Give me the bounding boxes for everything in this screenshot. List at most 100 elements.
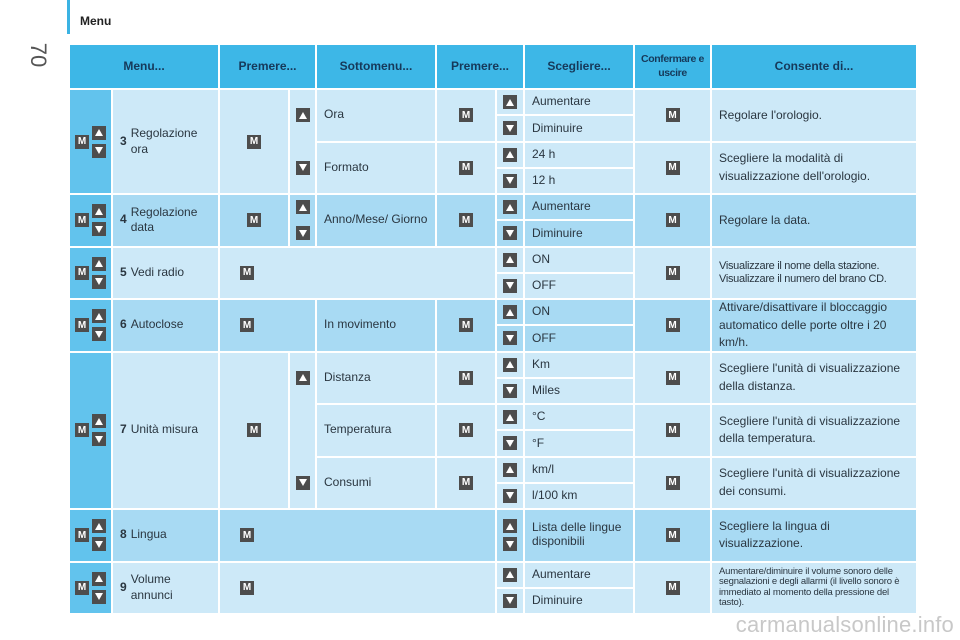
menu-item: 4 Regolazione data — [113, 195, 218, 246]
option: Diminuire — [525, 116, 633, 141]
menu-buttons: M — [70, 247, 111, 298]
down-button — [92, 274, 106, 289]
m-button: M — [665, 265, 680, 280]
up-button — [295, 200, 310, 215]
down-button — [503, 593, 517, 608]
option: OFF — [525, 273, 633, 298]
menu-label: Autoclose — [130, 317, 184, 332]
arrow-cell — [290, 195, 315, 219]
press-cell: M — [437, 457, 495, 508]
menu-item: 3 Regolazione ora — [113, 90, 218, 193]
down-button — [92, 222, 106, 237]
submenu-arrows — [290, 90, 315, 193]
menu-item: 9 Volume annunci — [113, 562, 218, 613]
m-button: M — [75, 265, 89, 280]
press-cell: M — [437, 195, 495, 246]
option: ON — [525, 300, 633, 325]
arrow-buttons — [92, 414, 106, 447]
confirm-cell: M — [635, 300, 710, 351]
menu-item: 6 Autoclose — [113, 300, 218, 351]
menu-number: 4 — [120, 212, 127, 227]
menu-item: 5 Vedi radio — [113, 247, 218, 298]
option: Aumentare — [525, 562, 633, 587]
down-button — [295, 226, 310, 241]
down-button — [503, 488, 517, 503]
submenu-label: In movimento — [317, 300, 435, 351]
option: Lista delle lingue disponibili — [525, 510, 633, 561]
m-button: M — [240, 318, 254, 333]
m-button: M — [75, 134, 89, 149]
option-arrow — [497, 221, 523, 246]
press-cell: M — [437, 352, 495, 403]
confirm-cell: M — [635, 247, 710, 298]
option-arrow — [497, 588, 523, 613]
down-button — [92, 327, 106, 342]
column-header: Scegliere... — [525, 45, 633, 88]
option-arrow — [497, 378, 523, 403]
column-header: Sottomenu... — [317, 45, 435, 88]
press-cell: M — [437, 300, 495, 351]
option: Diminuire — [525, 221, 633, 246]
up-button — [295, 370, 310, 385]
down-button — [92, 537, 106, 552]
down-button — [503, 331, 517, 346]
m-button: M — [75, 318, 89, 333]
result: Scegliere la lingua di visualizzazione. — [712, 510, 916, 561]
menu-buttons: M — [70, 300, 111, 351]
up-button — [295, 108, 310, 123]
m-button: M — [247, 423, 261, 438]
column-header: Premere... — [220, 45, 315, 88]
up-button — [503, 95, 517, 110]
confirm-cell: M — [635, 90, 710, 141]
option-arrow — [497, 195, 523, 220]
down-button — [503, 173, 517, 188]
menu-item: 7 Unità misura — [113, 352, 218, 508]
option-arrow — [497, 300, 523, 325]
menu-number: 8 — [120, 527, 127, 542]
page-number: 70 — [26, 42, 52, 68]
down-button — [503, 537, 517, 552]
down-button — [503, 278, 517, 293]
up-button — [92, 256, 106, 271]
menu-number: 6 — [120, 317, 127, 332]
up-button — [503, 305, 517, 320]
confirm-cell: M — [635, 195, 710, 246]
option-arrow — [497, 142, 523, 167]
m-button: M — [665, 423, 680, 438]
up-button — [92, 204, 106, 219]
menu-label: Regolazione ora — [130, 125, 198, 156]
down-button — [503, 226, 517, 241]
menu-buttons: M — [70, 562, 111, 613]
up-button — [503, 200, 517, 215]
column-header: Premere... — [437, 45, 523, 88]
m-button: M — [75, 213, 89, 228]
m-button: M — [247, 134, 261, 149]
up-button — [92, 571, 106, 586]
down-button — [92, 589, 106, 604]
submenu-label: Temperatura — [317, 405, 435, 456]
option: Diminuire — [525, 588, 633, 613]
menu-label: Lingua — [130, 527, 167, 542]
column-header: Consente di... — [712, 45, 916, 88]
m-button: M — [459, 160, 473, 175]
menu-buttons: M — [70, 352, 111, 508]
result: Aumentare/diminuire il volume sonoro del… — [712, 562, 916, 613]
confirm-cell: M — [635, 562, 710, 613]
up-button — [503, 519, 517, 534]
m-button: M — [75, 423, 89, 438]
up-button — [92, 125, 106, 140]
menu-number: 7 — [120, 422, 127, 437]
m-button: M — [665, 475, 680, 490]
up-button — [503, 147, 517, 162]
arrow-cell — [290, 90, 315, 141]
option: OFF — [525, 326, 633, 351]
up-button — [503, 357, 517, 372]
option: Miles — [525, 378, 633, 403]
watermark: carmanualsonline.info — [735, 612, 954, 637]
option: Aumentare — [525, 90, 633, 115]
up-button — [92, 519, 106, 534]
m-button: M — [459, 423, 473, 438]
option-arrow — [497, 352, 523, 377]
option-arrow — [497, 247, 523, 272]
down-button — [92, 432, 106, 447]
